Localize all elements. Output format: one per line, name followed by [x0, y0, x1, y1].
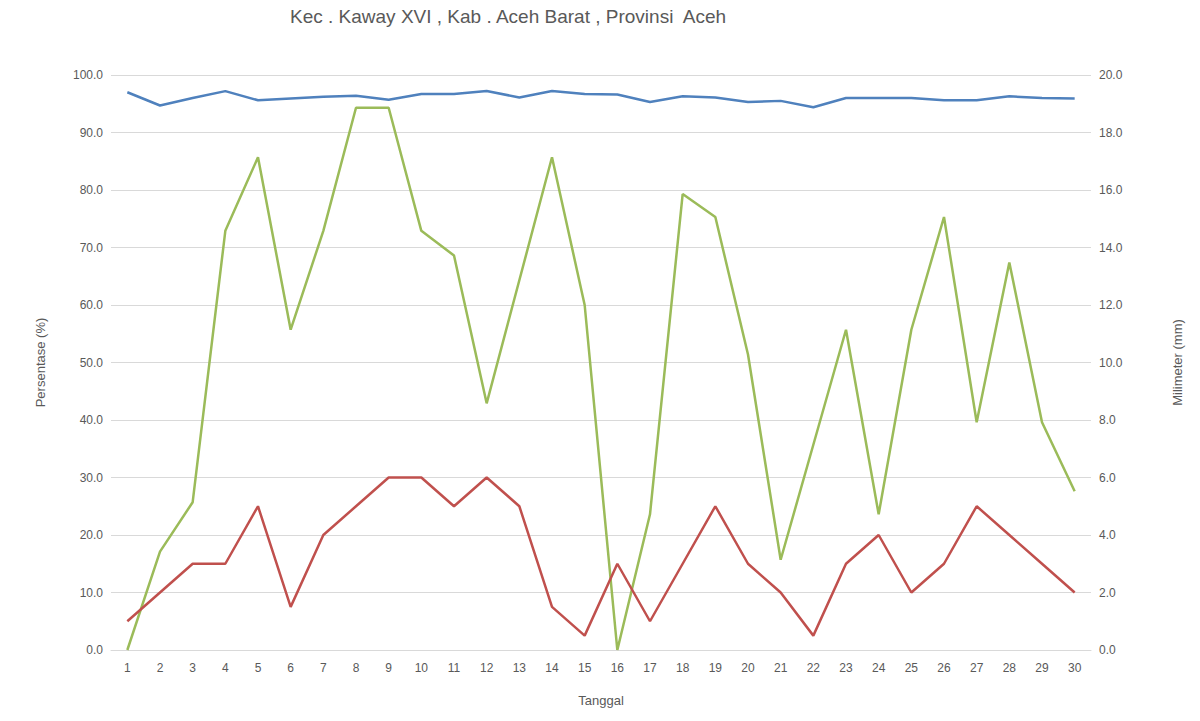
svg-text:7: 7: [320, 661, 327, 675]
svg-text:28: 28: [1003, 661, 1017, 675]
svg-text:6.0: 6.0: [1099, 471, 1116, 485]
svg-text:12: 12: [480, 661, 494, 675]
svg-text:10: 10: [415, 661, 429, 675]
svg-text:20.0: 20.0: [80, 528, 104, 542]
svg-text:9: 9: [385, 661, 392, 675]
svg-text:Milimeter (mm): Milimeter (mm): [1170, 319, 1185, 406]
svg-text:1: 1: [124, 661, 131, 675]
svg-text:8.0: 8.0: [1099, 413, 1116, 427]
svg-text:70.0: 70.0: [80, 241, 104, 255]
svg-text:21: 21: [774, 661, 788, 675]
svg-text:5: 5: [255, 661, 262, 675]
svg-text:0.0: 0.0: [86, 643, 103, 657]
svg-text:18.0: 18.0: [1099, 126, 1123, 140]
svg-text:4.0: 4.0: [1099, 528, 1116, 542]
svg-text:Persentase (%): Persentase (%): [33, 318, 48, 408]
svg-text:17: 17: [643, 661, 657, 675]
svg-text:2: 2: [157, 661, 164, 675]
svg-text:50.0: 50.0: [80, 356, 104, 370]
svg-text:80.0: 80.0: [80, 183, 104, 197]
svg-text:14: 14: [545, 661, 559, 675]
svg-text:30: 30: [1068, 661, 1082, 675]
svg-text:10.0: 10.0: [80, 586, 104, 600]
svg-text:12.0: 12.0: [1099, 298, 1123, 312]
svg-text:18: 18: [676, 661, 690, 675]
svg-text:3: 3: [189, 661, 196, 675]
svg-text:22: 22: [807, 661, 821, 675]
svg-text:16: 16: [611, 661, 625, 675]
svg-text:23: 23: [839, 661, 853, 675]
svg-text:0.0: 0.0: [1099, 643, 1116, 657]
svg-text:15: 15: [578, 661, 592, 675]
svg-text:Kec . Kaway XVI , Kab . Aceh B: Kec . Kaway XVI , Kab . Aceh Barat , Pro…: [290, 6, 726, 27]
svg-text:8: 8: [353, 661, 360, 675]
svg-text:29: 29: [1035, 661, 1049, 675]
svg-text:16.0: 16.0: [1099, 183, 1123, 197]
svg-text:60.0: 60.0: [80, 298, 104, 312]
svg-text:2.0: 2.0: [1099, 586, 1116, 600]
svg-text:Tanggal: Tanggal: [578, 693, 624, 708]
svg-text:20.0: 20.0: [1099, 68, 1123, 82]
svg-text:100.0: 100.0: [73, 68, 103, 82]
svg-text:20: 20: [741, 661, 755, 675]
svg-text:90.0: 90.0: [80, 126, 104, 140]
svg-text:27: 27: [970, 661, 984, 675]
svg-text:11: 11: [448, 661, 461, 675]
svg-text:4: 4: [222, 661, 229, 675]
svg-text:13: 13: [513, 661, 527, 675]
svg-text:10.0: 10.0: [1099, 356, 1123, 370]
svg-text:14.0: 14.0: [1099, 241, 1123, 255]
svg-text:25: 25: [905, 661, 919, 675]
svg-text:24: 24: [872, 661, 886, 675]
svg-text:19: 19: [709, 661, 723, 675]
svg-text:30.0: 30.0: [80, 471, 104, 485]
svg-text:40.0: 40.0: [80, 413, 104, 427]
svg-text:26: 26: [937, 661, 951, 675]
svg-text:6: 6: [287, 661, 294, 675]
